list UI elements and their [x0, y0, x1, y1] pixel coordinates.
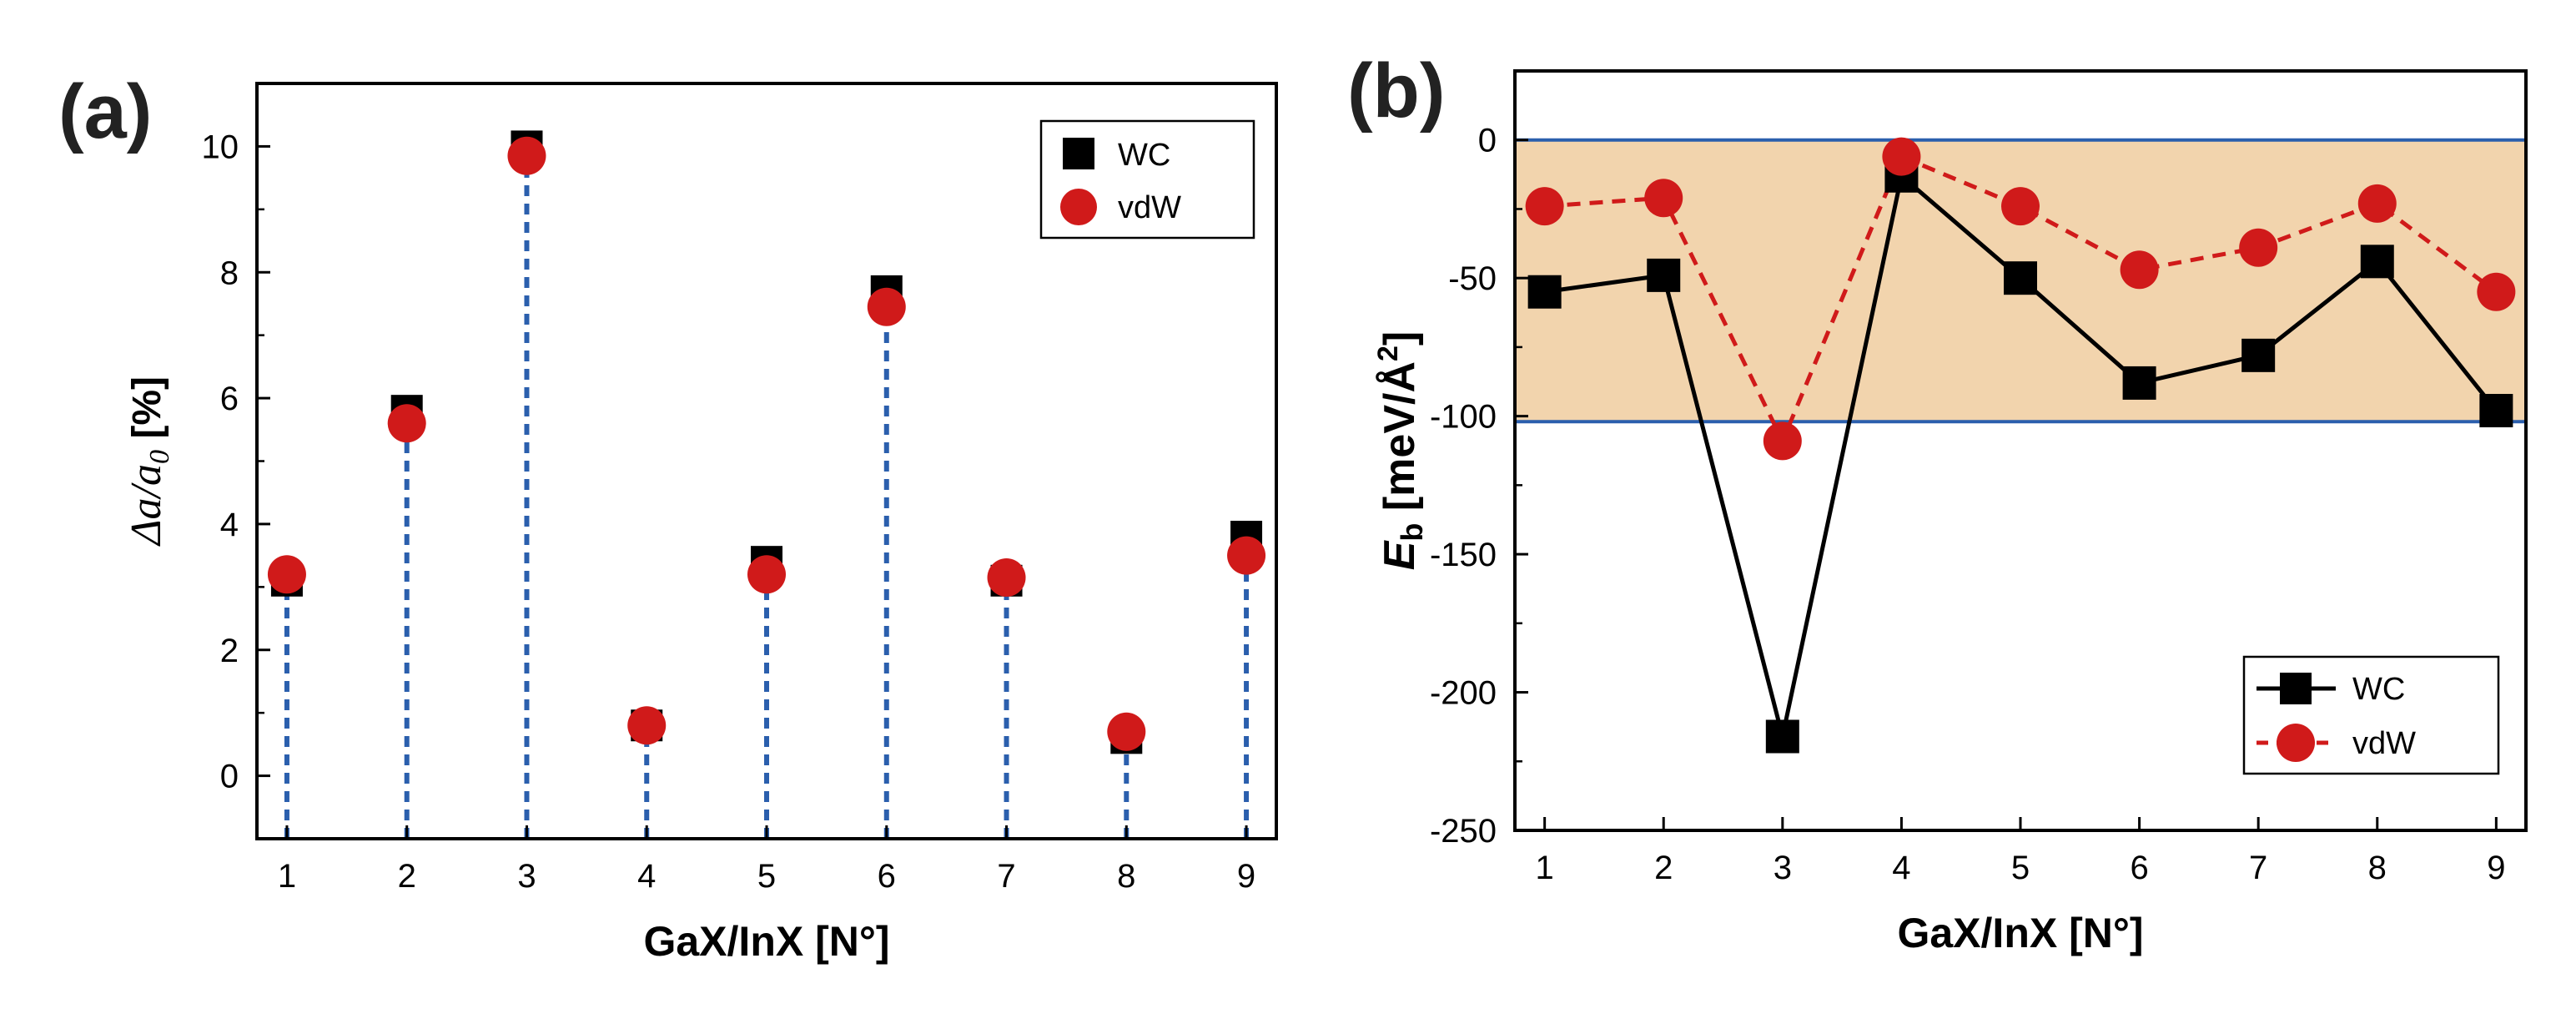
panel-a-ylabel-a2: a [123, 464, 170, 486]
panel-b-wc-point [2241, 338, 2276, 372]
panel-b-x-tick-label: 4 [1892, 850, 1910, 886]
panel-a-ylabel-delta: Δ [123, 519, 170, 547]
panel-a-x-tick-label: 9 [1237, 858, 1255, 895]
panel-b-vdw-point [1882, 137, 1921, 176]
panel-b-ylabel-e: E [1376, 540, 1424, 570]
panel-a-x-tick-label: 5 [757, 858, 776, 895]
panel-b-legend-vdw-marker [2277, 724, 2315, 762]
panel-a-x-tick-label: 6 [878, 858, 896, 895]
panel-a-ylabel-a: a [123, 497, 170, 519]
panel-b-legend-vdw-label: vdW [2352, 726, 2416, 761]
panel-b-markers [1525, 137, 2516, 754]
panel-a-stems [284, 146, 1250, 839]
panel-a-y-tick-label: 6 [220, 381, 239, 417]
panel-b-wc-point [2479, 394, 2513, 428]
panel-a-legend-vdw-marker [1060, 189, 1097, 225]
panel-b-vdw-point [2357, 184, 2397, 223]
panel-b-x-tick-label: 2 [1654, 850, 1673, 886]
panel-b-wc-point [1765, 719, 1799, 754]
panel-b-x-tick-label: 5 [2011, 850, 2030, 886]
panel-a-markers [267, 130, 1266, 754]
panel-a-legend: WC vdW [1039, 119, 1255, 240]
panel-b-vdw-point [2477, 272, 2516, 311]
panel-a-x-ticks: 1 2 3 4 5 6 7 8 9 [278, 825, 1255, 895]
panel-a-y-tick-label: 10 [202, 129, 239, 165]
panel-b-legend-wc-marker [2280, 673, 2312, 704]
panel-a-x-tick-label: 7 [997, 858, 1015, 895]
panel-b-legend-wc-label: WC [2352, 672, 2405, 707]
panel-a-vdw-point [747, 555, 786, 594]
panel-b-vdw-point [2120, 250, 2159, 290]
panel-b-wc-point [1527, 275, 1562, 309]
panel-a-y-ticks: 0 2 4 6 8 10 [202, 82, 270, 840]
panel-b-y-axis-title: Eb [meV/Å2] [1372, 331, 1429, 571]
panel-b-x-tick-label: 8 [2368, 850, 2387, 886]
panel-b-x-tick-label: 1 [1536, 850, 1554, 886]
panel-b-label: (b) [1347, 48, 1445, 134]
panel-a-x-tick-label: 2 [398, 858, 416, 895]
panel-b-wc-point [2004, 261, 2037, 295]
panel-b-x-ticks: 1 2 3 4 5 6 7 8 9 [1536, 817, 2505, 886]
panel-b-vdw-point [2001, 187, 2040, 226]
panel-a-vdw-point [627, 706, 667, 745]
panel-a-legend-vdw-label: vdW [1118, 190, 1181, 225]
panel-b-legend: WC vdW [2242, 655, 2500, 775]
panel-b-y-tick-label: -250 [1430, 813, 1497, 850]
panel-b-vdw-point [2239, 228, 2278, 267]
panel-b-ylabel-sub: b [1395, 523, 1429, 542]
panel-b-x-axis-title: GaX/InX [N°] [1897, 910, 2143, 956]
panel-a-vdw-point [387, 404, 426, 443]
panel-b-y-tick-label: -200 [1430, 675, 1497, 712]
panel-b-ylabel-sup: 2 [1372, 346, 1404, 361]
panel-b-ylabel-close: ] [1376, 331, 1424, 346]
panel-b-y-ticks: 0 -50 -100 -150 -200 -250 [1430, 123, 1528, 850]
panel-a-x-tick-label: 3 [517, 858, 536, 895]
panel-a-y-axis-title: Δa/a0 [%] [123, 376, 175, 547]
panel-b-x-tick-label: 9 [2487, 850, 2505, 886]
panel-b-vdw-point [1644, 179, 1683, 218]
panel-b-ylabel-unit: [meV/Å [1376, 361, 1424, 523]
panel-b-x-tick-label: 7 [2249, 850, 2267, 886]
panel-b: (b) 0 -50 -100 -150 -200 -250 1 2 3 4 5 6 7 8 9 GaX/I… [1347, 48, 2528, 956]
panel-a-legend-wc-label: WC [1118, 138, 1170, 173]
panel-a-vdw-point [1227, 536, 1266, 575]
panel-a-y-tick-label: 8 [220, 255, 239, 291]
panel-a-vdw-point [867, 287, 906, 326]
panel-a-ylabel-slash: / [123, 482, 170, 500]
panel-a-vdw-point [987, 558, 1026, 598]
panel-a-label: (a) [58, 69, 152, 154]
panel-b-wc-point [1647, 258, 1681, 292]
panel-a-vdw-point [1107, 712, 1146, 751]
panel-a-legend-wc-marker [1063, 138, 1094, 169]
panel-b-vdw-point [1525, 187, 1564, 226]
panel-a-y-tick-label: 0 [220, 759, 239, 795]
panel-b-y-tick-label: -50 [1448, 260, 1497, 297]
panel-a-y-tick-label: 4 [220, 507, 239, 543]
panel-a-y-tick-label: 2 [220, 633, 239, 669]
panel-b-x-tick-label: 3 [1774, 850, 1792, 886]
panel-a-vdw-point [507, 136, 546, 175]
panel-a-ylabel-unit: [%] [125, 376, 169, 450]
panel-a-x-axis-title: GaX/InX [N°] [643, 918, 889, 965]
panel-a-x-tick-label: 4 [637, 858, 656, 895]
panel-b-y-tick-label: -150 [1430, 537, 1497, 573]
panel-a-vdw-point [267, 555, 306, 594]
panel-a-x-tick-label: 1 [278, 858, 296, 895]
panel-b-vdw-point [1763, 421, 1802, 461]
panel-b-wc-point [2122, 366, 2156, 400]
panel-a-x-tick-label: 8 [1117, 858, 1135, 895]
panel-b-vdw-line [1544, 154, 2498, 446]
panel-b-y-tick-label: -100 [1430, 399, 1497, 436]
panel-b-wc-point [2360, 245, 2394, 279]
panel-b-x-tick-label: 6 [2130, 850, 2148, 886]
panel-b-y-tick-label: 0 [1478, 123, 1497, 159]
panel-a-ylabel-sub: 0 [144, 450, 175, 464]
